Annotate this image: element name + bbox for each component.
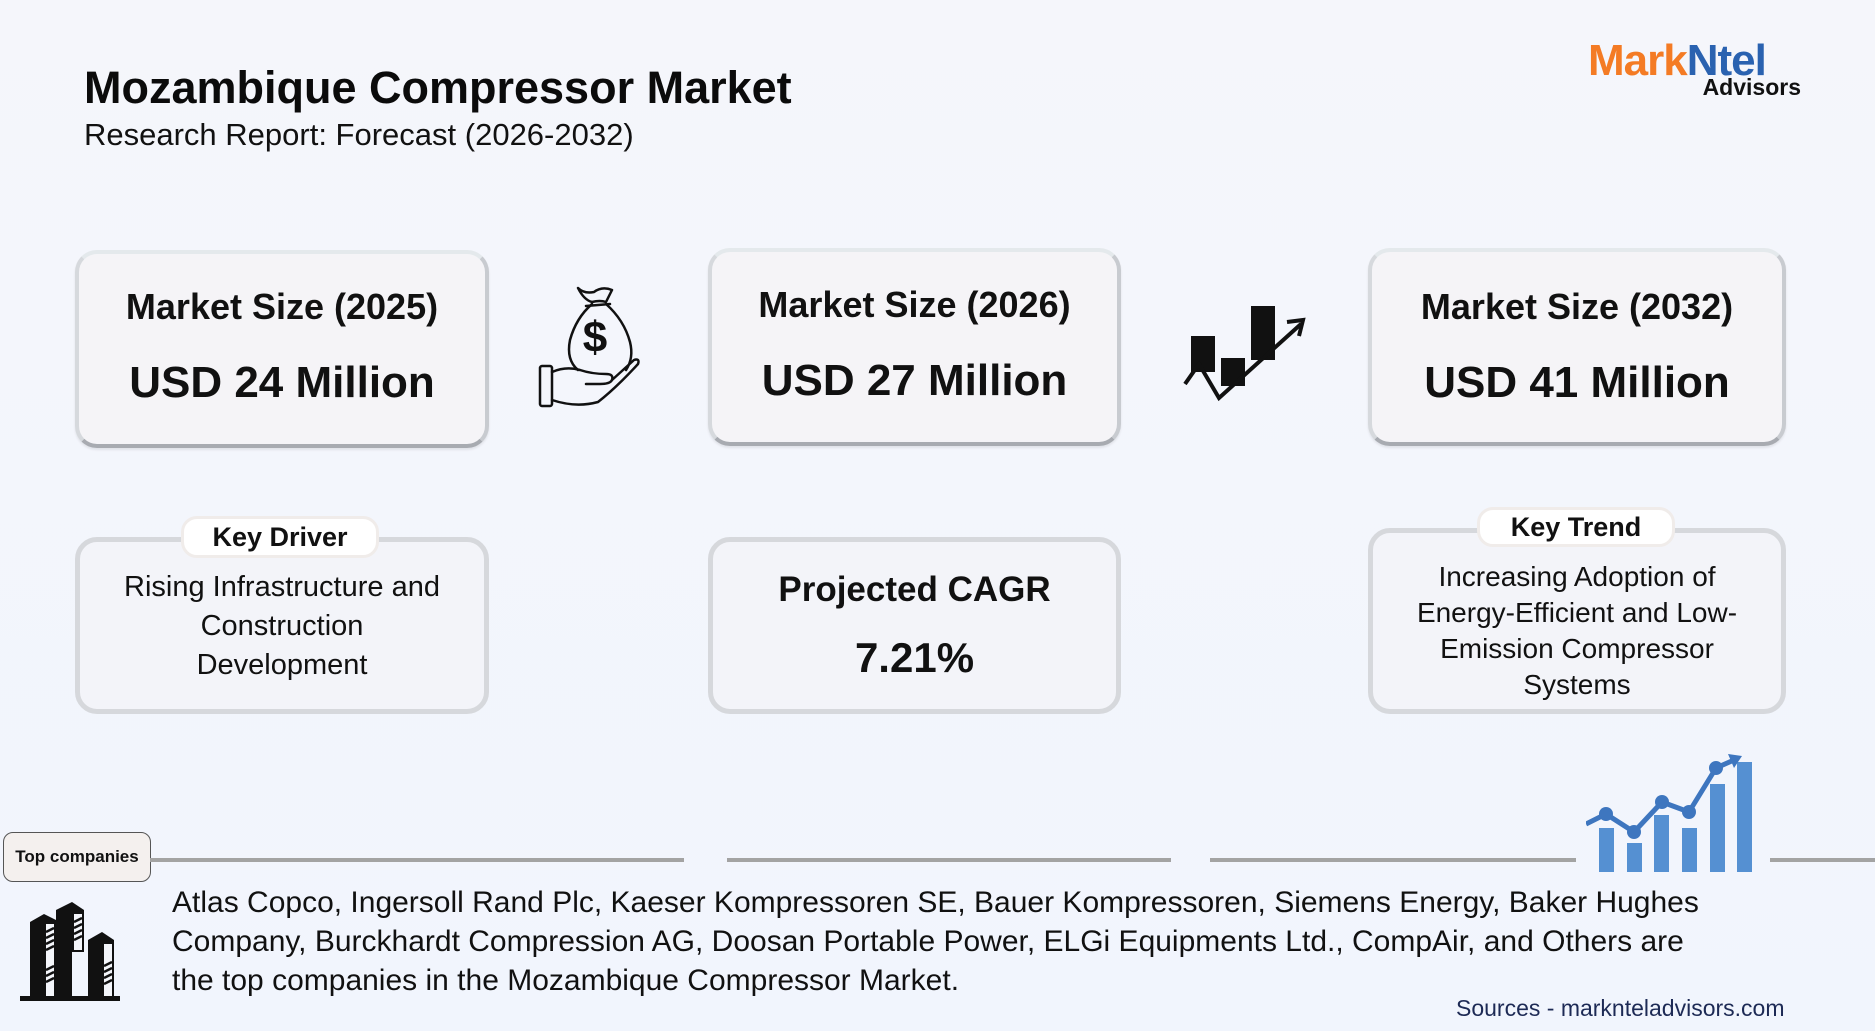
key-driver-card: Rising Infrastructure and Construction D… (75, 537, 489, 714)
key-trend-line: Energy-Efficient and Low- (1416, 597, 1738, 628)
key-driver-label: Key Driver (181, 516, 379, 558)
market-size-value: USD 41 Million (1424, 358, 1730, 407)
growth-chart-icon (1183, 302, 1319, 406)
divider-line (150, 858, 684, 862)
market-size-card-2032: Market Size (2032) USD 41 Million (1368, 248, 1786, 446)
companies-line: the top companies in the Mozambique Comp… (172, 964, 960, 997)
cagr-label: Projected CAGR (778, 570, 1051, 609)
money-bag-hand-icon: $ (536, 284, 658, 412)
bar-chart-trend-icon (1584, 752, 1758, 874)
market-size-value: USD 24 Million (129, 358, 435, 407)
key-driver-line: Construction (200, 610, 364, 642)
page-subtitle: Research Report: Forecast (2026-2032) (84, 117, 634, 152)
logo-mark-blue: Ntel (1686, 36, 1767, 85)
top-companies-label: Top companies (3, 832, 151, 882)
key-driver-text: Rising Infrastructure and Construction D… (80, 568, 484, 685)
key-driver-line: Rising Infrastructure and (124, 571, 440, 603)
cagr-card: Projected CAGR 7.21% (708, 537, 1121, 714)
market-size-card-2025: Market Size (2025) USD 24 Million (75, 250, 489, 448)
market-size-label: Market Size (2032) (1420, 286, 1734, 327)
divider-line (1210, 858, 1576, 862)
companies-line: Company, Burckhardt Compression AG, Doos… (172, 925, 1684, 958)
cagr-value: 7.21% (854, 634, 975, 681)
top-companies-text: Atlas Copco, Ingersoll Rand Plc, Kaeser … (172, 883, 1812, 1000)
market-size-value: USD 27 Million (761, 356, 1068, 405)
buildings-icon (10, 900, 130, 1005)
key-driver-line: Development (196, 649, 368, 681)
divider-line (727, 858, 1171, 862)
logo-subtext: Advisors (1702, 74, 1801, 100)
market-size-card-2026: Market Size (2026) USD 27 Million (708, 248, 1121, 446)
logo-mark-orange: Mark (1588, 36, 1688, 85)
key-trend-card: Increasing Adoption of Energy-Efficient … (1368, 528, 1786, 714)
brand-logo: MarkNtel Advisors (1588, 36, 1803, 100)
sources-text: Sources - marknteladvisors.com (1456, 995, 1785, 1021)
market-size-label: Market Size (2026) (758, 284, 1071, 325)
key-trend-line: Emission Compressor (1440, 633, 1714, 664)
market-size-label: Market Size (2025) (125, 286, 439, 327)
key-trend-label: Key Trend (1477, 507, 1675, 547)
key-trend-line: Systems (1523, 669, 1631, 700)
companies-line: Atlas Copco, Ingersoll Rand Plc, Kaeser … (172, 886, 1699, 919)
key-trend-line: Increasing Adoption of (1438, 561, 1716, 592)
page-title: Mozambique Compressor Market (84, 62, 792, 113)
key-trend-text: Increasing Adoption of Energy-Efficient … (1373, 559, 1781, 703)
svg-text:$: $ (583, 313, 607, 362)
divider-line (1770, 858, 1875, 862)
